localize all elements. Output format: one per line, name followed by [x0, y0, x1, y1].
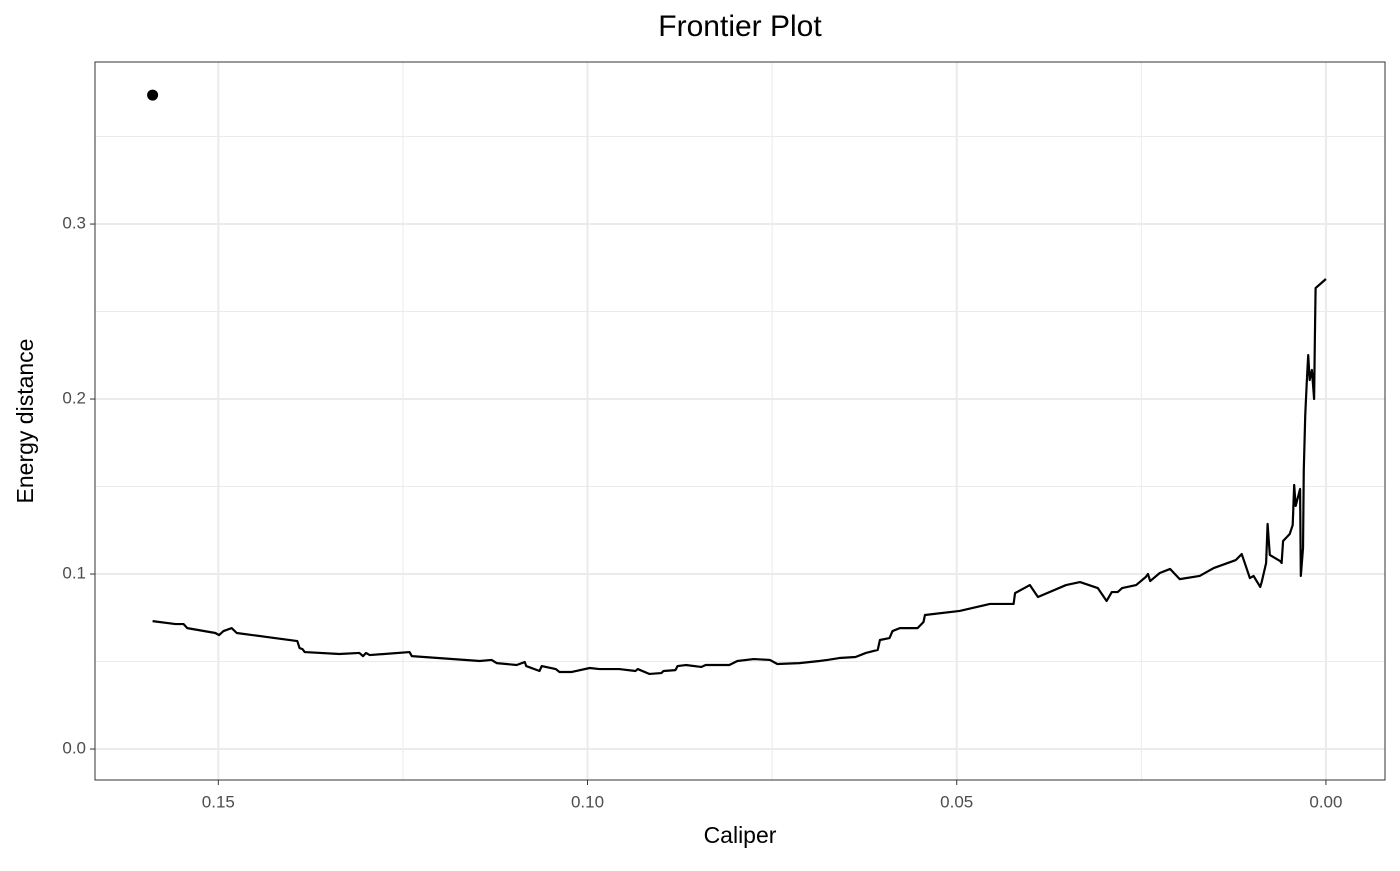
x-tick-label: 0.00 — [1309, 792, 1342, 811]
data-point — [147, 89, 159, 101]
x-tick-label: 0.10 — [571, 792, 604, 811]
panel-border — [94, 61, 1386, 781]
y-axis-label: Energy distance — [12, 339, 38, 504]
x-tick-label: 0.05 — [940, 792, 973, 811]
y-tick-label: 0.2 — [62, 389, 86, 408]
y-tick-label: 0.3 — [62, 214, 86, 233]
y-tick-label: 0.1 — [62, 564, 86, 583]
y-tick-label: 0.0 — [62, 739, 86, 758]
x-tick-label: 0.15 — [202, 792, 235, 811]
chart-title: Frontier Plot — [658, 10, 822, 43]
x-axis-label: Caliper — [704, 822, 777, 848]
data-line — [152, 278, 1327, 676]
